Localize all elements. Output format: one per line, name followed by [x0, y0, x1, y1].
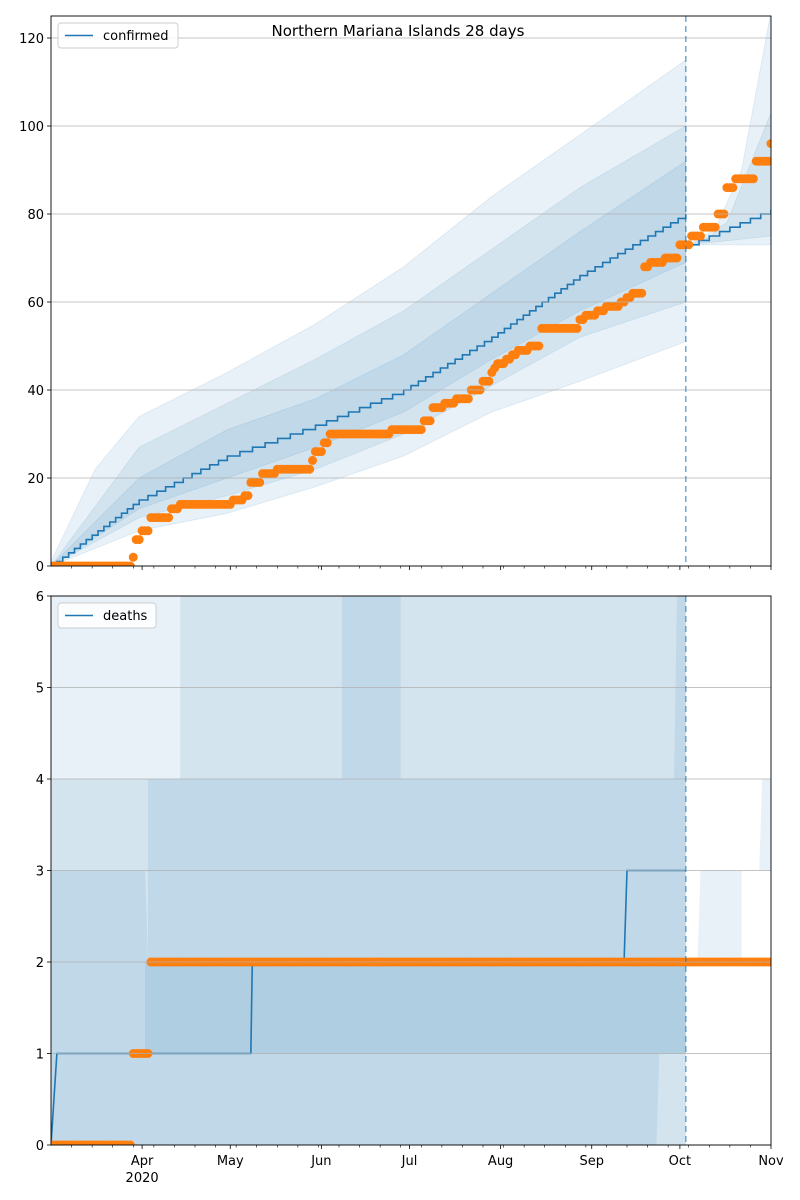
observed-point — [463, 394, 473, 404]
y-tick-label: 4 — [36, 773, 44, 788]
observed-point — [763, 156, 771, 166]
y-tick-label: 1 — [36, 1048, 44, 1063]
legend: confirmed — [57, 22, 179, 49]
observed-point — [125, 1140, 135, 1145]
axes-frame — [50, 15, 772, 567]
y-tick-label: 20 — [27, 472, 44, 487]
y-tick-label: 6 — [36, 590, 44, 605]
x-tick-label: Nov — [758, 1154, 784, 1169]
y-tick-label: 80 — [27, 208, 44, 223]
observed-point — [143, 526, 153, 536]
x-tick-label: May — [217, 1154, 244, 1169]
y-tick-label: 100 — [19, 120, 44, 135]
legend-box — [57, 22, 179, 49]
observed-point — [255, 477, 265, 487]
confirmed-forecast-median-line — [688, 209, 771, 246]
y-tick-label: 60 — [27, 296, 44, 311]
observed-point — [672, 253, 682, 263]
chart-title: Northern Mariana Islands 28 days — [272, 22, 525, 40]
y-tick-label: 5 — [36, 682, 44, 697]
plot-area — [51, 596, 771, 1145]
axes-frame — [50, 595, 772, 1146]
y-tick-label: 0 — [36, 1139, 44, 1154]
y-tick-label: 40 — [27, 384, 44, 399]
x-tick-label: Apr — [131, 1154, 154, 1169]
observed-point — [484, 376, 494, 386]
observed-point — [305, 464, 315, 474]
observed-point — [534, 341, 544, 351]
observed-point — [308, 455, 318, 465]
observed-point — [243, 491, 253, 501]
confirmed-panel: 0 20 40 60 80 100 120 confirmed Northern Mariana… — [19, 15, 772, 575]
observed-point — [125, 561, 135, 566]
observed-point — [728, 183, 738, 193]
observed-point — [134, 535, 144, 545]
observed-point — [164, 513, 174, 523]
y-tick-label: 3 — [36, 865, 44, 880]
observed-point — [710, 222, 720, 232]
observed-point — [128, 552, 138, 562]
observed-point — [425, 416, 435, 426]
legend: deaths — [57, 602, 157, 629]
plot-area — [51, 16, 771, 566]
legend-label: confirmed — [103, 29, 169, 44]
x-tick-label: Jun — [310, 1154, 331, 1169]
observed-point — [572, 323, 582, 333]
y-tick-label: 2 — [36, 956, 44, 971]
uncertainty-band-fc-outer — [688, 16, 771, 246]
deaths-panel: 0 1 2 3 4 5 6 Apr May Jun Jul Aug Sep Oct Nov 2020 death… — [36, 590, 784, 1186]
x-tick-label: Aug — [488, 1154, 513, 1169]
observed-point — [322, 438, 332, 448]
y-tick-label: 120 — [19, 32, 44, 47]
observed-point — [416, 425, 426, 435]
observed-point — [748, 174, 758, 184]
y-tick-label: 0 — [36, 560, 44, 575]
observed-point — [637, 288, 647, 298]
x-tick-label: Sep — [579, 1154, 604, 1169]
legend-box — [57, 602, 157, 629]
observed-point — [766, 139, 771, 149]
uncertainty-band-low — [51, 1053, 225, 1145]
x-year-label: 2020 — [126, 1171, 159, 1186]
x-tick-label: Jul — [401, 1154, 418, 1169]
legend-label: deaths — [103, 609, 148, 624]
observed-point — [316, 447, 326, 457]
observed-points — [51, 139, 771, 566]
x-tick-label: Oct — [669, 1154, 691, 1169]
observed-point — [695, 231, 705, 241]
